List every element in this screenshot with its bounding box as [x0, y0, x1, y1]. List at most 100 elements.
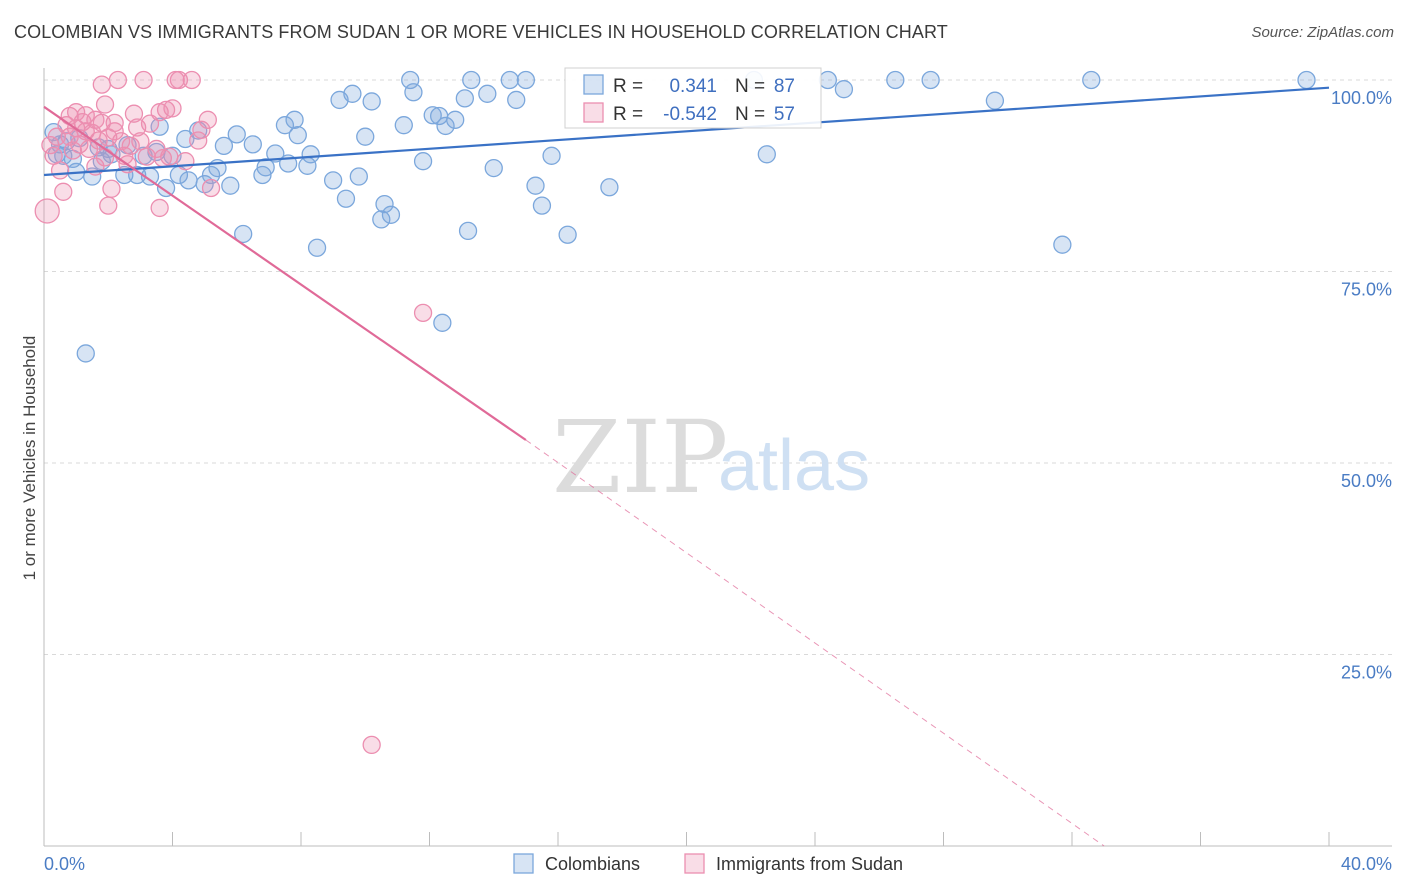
sudan-point-35 — [124, 104, 144, 123]
colombians-point-81 — [886, 70, 905, 90]
colombians-point-33 — [234, 224, 253, 244]
sudan-point-53 — [198, 110, 217, 129]
sudan-point-52 — [192, 120, 211, 139]
colombians-point-21 — [156, 178, 176, 198]
colombians-point-76 — [600, 178, 619, 197]
sudan-point-46 — [163, 99, 182, 118]
colombians-point-57 — [404, 83, 423, 102]
sudan-point-49 — [176, 152, 195, 171]
colombians-point-48 — [343, 84, 362, 103]
colombians-point-34 — [243, 135, 262, 154]
colombians-point-83 — [985, 91, 1005, 110]
colombians-point-69 — [500, 70, 519, 90]
colombians-point-68 — [484, 158, 503, 178]
colombians-point-66 — [462, 70, 481, 90]
sudan-point-31 — [111, 132, 131, 151]
legend-r-label-sudan: R = — [613, 104, 643, 125]
grid-lines — [44, 79, 1392, 655]
colombians-point-25 — [179, 171, 198, 190]
sudan-point-29 — [105, 122, 124, 141]
colombians-point-41 — [288, 126, 307, 145]
colombians-point-73 — [532, 196, 552, 215]
watermark-atlas: atlas — [718, 426, 870, 506]
colombians-point-74 — [542, 146, 561, 165]
x-tick-label-0: 0.0% — [44, 854, 85, 874]
sudan-point-45 — [160, 147, 179, 166]
sudan-trend-extension — [525, 439, 1105, 847]
sudan-point-57 — [362, 735, 381, 755]
sudan-point-51 — [189, 131, 208, 150]
chart-title: COLOMBIAN VS IMMIGRANTS FROM SUDAN 1 OR … — [14, 22, 948, 42]
trend-lines — [43, 86, 1330, 847]
legend-frame — [564, 67, 822, 129]
colombians-point-38 — [275, 116, 295, 135]
colombians-point-71 — [516, 70, 536, 90]
colombians-point-67 — [478, 84, 497, 103]
colombians-point-59 — [423, 106, 442, 125]
legend-n-label-sudan: N = — [735, 104, 765, 125]
colombians-point-32 — [227, 125, 246, 144]
colombians-point-78 — [757, 145, 776, 164]
colombians-point-62 — [436, 116, 455, 136]
sudan-point-26 — [99, 196, 118, 215]
series-legend-swatch-colombians — [513, 853, 534, 874]
colombians-point-58 — [413, 152, 433, 171]
sudan-point-23 — [95, 95, 115, 114]
series-legend-label-colombians: Colombians — [545, 854, 640, 874]
sudan-point-15 — [76, 106, 95, 125]
colombians-point-82 — [921, 70, 940, 90]
y-tick-label-3: 25.0% — [1341, 663, 1392, 683]
colombians-point-44 — [307, 238, 327, 257]
sudan-point-24 — [95, 148, 115, 167]
sudan-point-38 — [134, 70, 153, 90]
sudan-point-0 — [34, 198, 60, 224]
colombians-point-53 — [375, 194, 394, 214]
x-tick-label-1: 40.0% — [1341, 854, 1392, 874]
legend-r-value-sudan: -0.542 — [663, 104, 717, 125]
colombians-point-31 — [221, 176, 240, 195]
colombians-point-30 — [214, 136, 234, 156]
sudan-point-30 — [108, 70, 128, 90]
axes — [43, 68, 1392, 847]
sudan-point-55 — [150, 198, 169, 218]
colombians-point-49 — [349, 167, 368, 186]
series-legend-label-sudan: Immigrants from Sudan — [716, 854, 903, 874]
colombians-point-85 — [1082, 70, 1101, 90]
series-legend: Colombians Immigrants from Sudan — [513, 853, 903, 874]
colombians-point-28 — [201, 165, 221, 185]
sudan-point-50 — [182, 70, 201, 90]
colombians-point-45 — [323, 171, 343, 190]
colombians-point-64 — [455, 89, 474, 108]
legend-n-value-sudan: 57 — [774, 104, 795, 125]
colombians-point-52 — [372, 210, 391, 229]
y-ticks: 100.0% 75.0% 50.0% 25.0% — [1331, 88, 1392, 683]
legend-r-value-colombians: 0.341 — [669, 76, 717, 97]
sudan-point-44 — [156, 100, 176, 120]
colombians-point-51 — [362, 92, 381, 111]
legend-r-label-colombians: R = — [613, 76, 643, 97]
source-label: Source: ZipAtlas.com — [1251, 24, 1394, 41]
sudan-point-34 — [121, 136, 140, 156]
sudan-point-4 — [50, 161, 70, 180]
legend-swatch-colombians — [583, 74, 604, 95]
colombians-point-80 — [834, 80, 854, 99]
legend-n-value-colombians: 87 — [774, 76, 795, 97]
colombians-point-8 — [76, 344, 95, 363]
legend-swatch-sudan — [583, 102, 604, 123]
sudan-point-56 — [413, 303, 433, 323]
series-legend-swatch-sudan — [684, 853, 705, 874]
correlation-legend: R = 0.341 N = 87 R = -0.542 N = 57 — [564, 67, 822, 129]
y-tick-label-0: 100.0% — [1331, 88, 1392, 108]
sudan-point-39 — [137, 147, 156, 166]
sudan-point-54 — [201, 178, 221, 198]
y-tick-label-1: 75.0% — [1341, 280, 1392, 300]
colombians-trend-line — [43, 86, 1330, 177]
colombians-point-61 — [433, 313, 452, 332]
colombians-point-72 — [526, 176, 545, 195]
colombians-point-55 — [394, 116, 413, 135]
x-ticks: 0.0% 40.0% — [43, 832, 1392, 874]
sudan-point-27 — [102, 179, 121, 198]
colombians-point-43 — [301, 145, 320, 164]
colombians-point-84 — [1053, 235, 1072, 254]
sudan-point-5 — [54, 182, 73, 201]
